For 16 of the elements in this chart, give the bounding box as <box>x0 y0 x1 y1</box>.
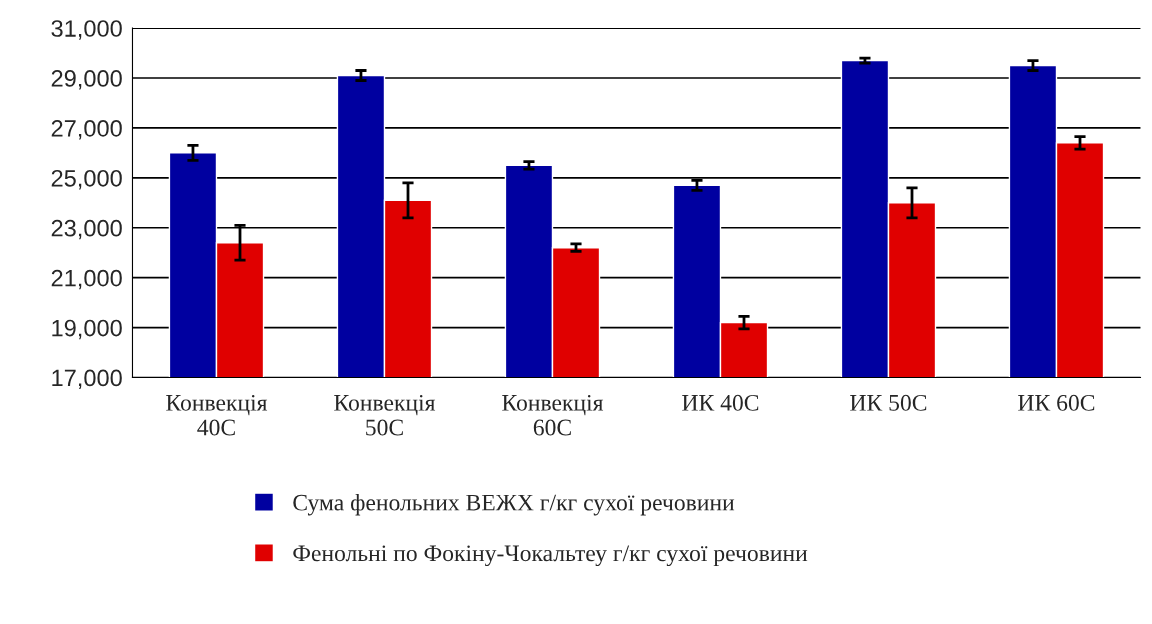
y-tick-label: 27,000 <box>51 119 122 140</box>
y-tick-label: 29,000 <box>51 70 122 90</box>
y-tick-label: 31,000 <box>51 20 122 40</box>
legend-label: Сума фенольних ВЕЖХ г/кг сухої речовини <box>293 493 735 516</box>
x-tick-label: ИК 50C <box>850 394 927 411</box>
x-tick-label: Конвекція 40C <box>166 394 268 436</box>
y-tick-label: 19,000 <box>52 319 122 340</box>
y-tick-label: 17,000 <box>52 369 122 390</box>
x-tick-label: ИК 60C <box>1018 394 1095 411</box>
x-tick-label: Конвекція 50C <box>334 394 436 436</box>
x-tick-label: ИК 40C <box>682 394 759 411</box>
x-tick-label: Конвекція 60C <box>502 394 604 436</box>
legend-label: Фенольні по Фокіну-Чокальтеу г/кг сухої речовини <box>293 545 808 567</box>
y-tick-label: 25,000 <box>51 169 122 190</box>
y-tick-label: 23,000 <box>51 219 122 240</box>
y-tick-label: 21,000 <box>51 269 122 290</box>
